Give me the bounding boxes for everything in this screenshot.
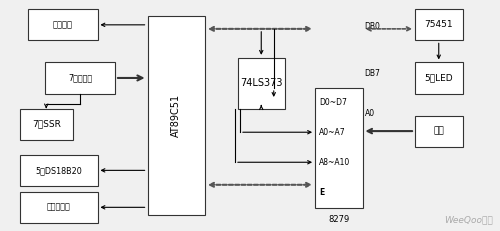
Text: A0: A0: [364, 109, 374, 118]
Text: D0~D7: D0~D7: [319, 98, 347, 107]
Text: 看门狗电路: 看门狗电路: [47, 203, 70, 212]
Text: 键盘: 键盘: [434, 127, 444, 136]
Text: WeeQoo维库: WeeQoo维库: [444, 215, 492, 224]
Bar: [20, 192, 98, 223]
Text: DB7: DB7: [364, 70, 380, 78]
Bar: [415, 9, 463, 40]
Bar: [415, 116, 463, 147]
Bar: [315, 88, 362, 208]
Bar: [28, 9, 98, 40]
Bar: [148, 16, 205, 215]
Text: 74LS373: 74LS373: [240, 78, 282, 88]
Text: 75451: 75451: [424, 20, 453, 29]
Text: 8279: 8279: [328, 215, 349, 224]
Bar: [20, 109, 72, 140]
Bar: [20, 155, 98, 186]
Bar: [45, 62, 115, 94]
Text: E: E: [319, 188, 324, 197]
Text: 报警电路: 报警电路: [52, 20, 72, 29]
Text: AT89C51: AT89C51: [171, 94, 181, 137]
Text: A0~A7: A0~A7: [319, 128, 345, 137]
Bar: [238, 58, 285, 109]
Text: DB0: DB0: [364, 22, 380, 31]
Text: 7个与非门: 7个与非门: [68, 73, 92, 82]
Text: 5片LED: 5片LED: [424, 73, 453, 82]
Bar: [415, 62, 463, 94]
Text: 7片SSR: 7片SSR: [32, 120, 60, 129]
Text: A8~A10: A8~A10: [319, 158, 350, 167]
Text: 5片DS18B20: 5片DS18B20: [36, 166, 82, 175]
